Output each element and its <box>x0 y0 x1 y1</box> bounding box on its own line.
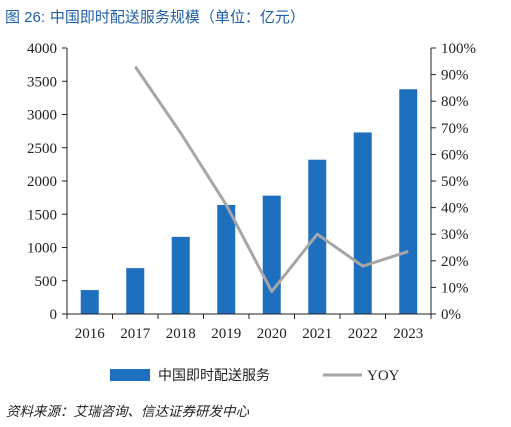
chart-title: 图 26: 中国即时配送服务规模（单位：亿元） <box>5 4 505 30</box>
left-tick-label: 1500 <box>27 207 57 223</box>
left-tick-label: 2500 <box>27 141 57 157</box>
left-axis: 0 500 1000 1500 2000 2500 3000 3500 4000 <box>27 41 68 323</box>
right-tick-label: 10% <box>441 280 469 296</box>
yoy-line-series <box>134 65 409 293</box>
x-tick-label: 2018 <box>166 326 196 342</box>
right-tick-label: 100% <box>441 41 476 57</box>
bar <box>353 132 372 314</box>
x-tick-label: 2021 <box>302 326 332 342</box>
left-tick-label: 1000 <box>27 241 57 257</box>
left-tick-label: 500 <box>35 274 58 290</box>
legend-line-label: YOY <box>367 368 400 384</box>
figure-title: 中国即时配送服务规模（单位：亿元） <box>49 8 305 26</box>
bar <box>308 159 327 314</box>
bar <box>80 290 99 314</box>
x-tick-label: 2023 <box>393 326 423 342</box>
x-tick-label: 2020 <box>257 326 287 342</box>
x-tick-label: 2016 <box>75 326 106 342</box>
right-tick-label: 50% <box>441 174 469 190</box>
right-tick-label: 0% <box>441 307 461 323</box>
source-note: 资料来源：艾瑞咨询、信达证券研发中心 <box>6 404 249 420</box>
x-tick-label: 2017 <box>120 326 151 342</box>
legend-bar-label: 中国即时配送服务 <box>158 368 270 384</box>
left-tick-label: 4000 <box>27 41 57 57</box>
left-tick-label: 2000 <box>27 174 57 190</box>
left-tick-label: 3000 <box>27 108 57 124</box>
left-tick-label: 3500 <box>27 74 57 90</box>
x-axis: 2016 2017 2018 2019 2020 2021 2022 2023 <box>66 313 432 342</box>
right-tick-label: 70% <box>441 121 469 137</box>
right-tick-label: 40% <box>441 201 469 217</box>
right-axis: 0% 10% 20% 30% 40% 50% 60% 70% 80% 90% 100% <box>430 41 476 323</box>
legend: 中国即时配送服务 YOY <box>110 368 400 384</box>
yoy-line <box>134 65 409 293</box>
bar <box>217 204 236 314</box>
bar-series <box>80 89 418 314</box>
right-tick-label: 90% <box>441 68 469 84</box>
x-tick-label: 2022 <box>348 326 378 342</box>
bar <box>171 236 190 314</box>
right-tick-label: 30% <box>441 227 469 243</box>
bar <box>126 268 145 314</box>
right-tick-label: 80% <box>441 94 469 110</box>
x-tick-label: 2019 <box>211 326 241 342</box>
right-tick-label: 60% <box>441 147 469 163</box>
left-tick-label: 0 <box>50 307 58 323</box>
combo-chart: 0 500 1000 1500 2000 2500 3000 3500 4000 0% 10% 20… <box>27 41 476 384</box>
legend-bar-swatch <box>110 369 150 381</box>
right-tick-label: 20% <box>441 254 469 270</box>
bar <box>399 89 418 314</box>
figure-label: 图 26: <box>5 9 46 26</box>
bar <box>262 195 281 314</box>
